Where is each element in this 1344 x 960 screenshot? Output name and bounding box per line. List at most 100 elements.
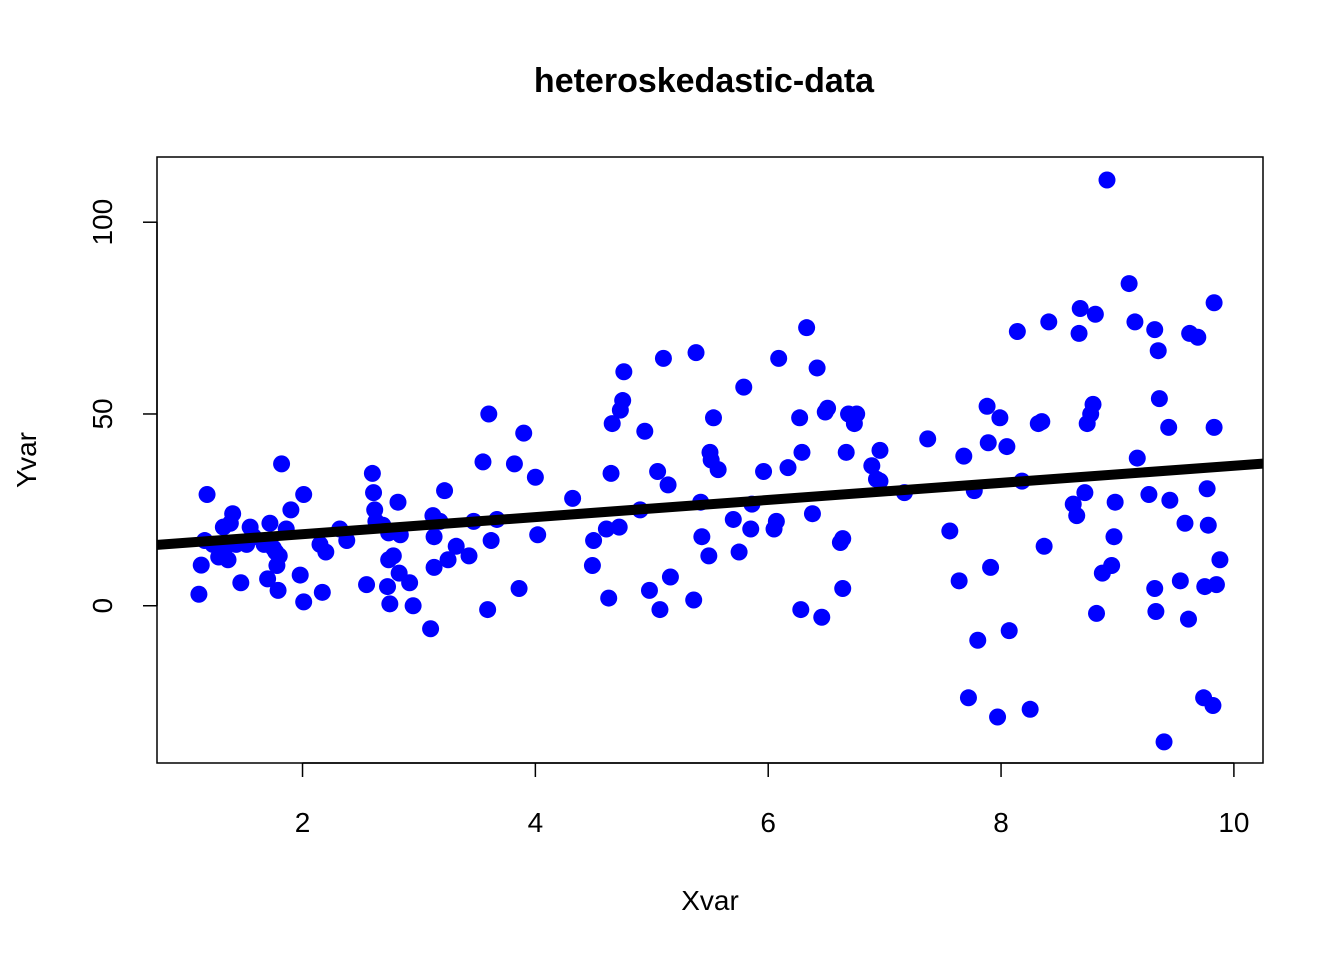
data-point	[295, 593, 313, 611]
data-point	[798, 319, 816, 337]
data-point	[991, 409, 1009, 427]
data-point	[474, 453, 492, 471]
data-point	[1211, 551, 1229, 569]
x-tick-label: 4	[528, 807, 544, 838]
data-point	[1179, 610, 1197, 628]
data-point	[232, 574, 250, 592]
data-point	[1008, 323, 1026, 341]
data-point	[261, 514, 279, 532]
data-point	[1070, 324, 1088, 342]
data-point	[636, 422, 654, 440]
data-point	[1204, 696, 1222, 714]
data-point	[597, 520, 615, 538]
data-point	[1120, 275, 1138, 293]
data-point	[649, 463, 667, 481]
x-tick-label: 2	[295, 807, 311, 838]
data-point	[295, 486, 313, 504]
data-point	[770, 349, 788, 367]
data-point	[755, 463, 773, 481]
data-point	[1155, 733, 1173, 751]
data-point	[1106, 493, 1124, 511]
data-point	[955, 447, 973, 465]
data-point	[685, 591, 703, 609]
data-point	[190, 585, 208, 603]
data-point	[1140, 486, 1158, 504]
data-point	[610, 518, 628, 536]
data-point	[808, 359, 826, 377]
chart-title: heteroskedastic-data	[534, 62, 875, 100]
data-point	[1150, 390, 1168, 408]
data-point	[1088, 604, 1106, 622]
data-point	[693, 528, 711, 546]
data-point	[791, 409, 809, 427]
data-point	[615, 363, 633, 381]
x-tick-label: 8	[993, 807, 1009, 838]
y-tick-label: 50	[87, 398, 118, 429]
data-point	[198, 486, 216, 504]
data-point	[1198, 480, 1216, 498]
data-point	[269, 581, 287, 599]
data-point	[259, 570, 277, 588]
data-point	[834, 530, 852, 548]
data-point	[989, 708, 1007, 726]
data-point	[313, 583, 331, 601]
x-axis-label: Xvar	[681, 885, 739, 916]
data-point	[919, 430, 937, 448]
data-point	[863, 457, 881, 475]
data-point	[273, 455, 291, 473]
data-point	[1205, 294, 1223, 312]
data-point	[950, 572, 968, 590]
data-point	[425, 558, 443, 576]
data-point	[384, 547, 402, 565]
x-tick-label: 6	[760, 807, 776, 838]
data-point	[358, 576, 376, 594]
y-tick-label: 100	[87, 199, 118, 246]
data-point	[837, 443, 855, 461]
data-point	[338, 532, 356, 550]
data-point	[792, 601, 810, 619]
data-point	[1098, 171, 1116, 189]
data-point	[583, 556, 601, 574]
data-point	[978, 397, 996, 415]
data-point	[389, 493, 407, 511]
data-point	[1161, 491, 1179, 509]
data-point	[1071, 300, 1089, 317]
data-point	[270, 547, 288, 565]
data-point	[1199, 516, 1217, 534]
data-point	[219, 551, 237, 569]
data-point	[585, 532, 603, 550]
data-point	[365, 484, 383, 502]
data-point	[979, 434, 997, 452]
data-point	[381, 595, 399, 613]
data-point	[871, 472, 889, 490]
data-point	[1126, 313, 1144, 331]
data-point	[564, 489, 582, 507]
data-point	[603, 415, 621, 433]
data-point	[1146, 321, 1164, 339]
data-point	[709, 461, 727, 479]
data-point	[1207, 576, 1225, 594]
data-point	[1021, 700, 1039, 718]
data-point	[1084, 395, 1102, 413]
y-axis-label: Yvar	[11, 432, 42, 488]
x-tick-label: 10	[1218, 807, 1249, 838]
data-point	[969, 631, 987, 649]
data-point	[363, 464, 381, 482]
data-point	[1189, 328, 1207, 346]
data-point	[482, 532, 500, 550]
data-point	[1033, 413, 1051, 431]
data-point	[724, 510, 742, 528]
data-point	[1040, 313, 1058, 331]
data-point	[600, 589, 618, 607]
data-point	[1149, 342, 1167, 360]
data-point	[651, 601, 669, 619]
data-point	[447, 537, 465, 555]
data-point	[819, 399, 837, 417]
data-point	[439, 551, 457, 569]
data-point	[1160, 418, 1178, 436]
data-point	[735, 378, 753, 396]
data-point	[1147, 603, 1165, 620]
data-point	[871, 441, 889, 459]
data-point	[654, 349, 672, 367]
